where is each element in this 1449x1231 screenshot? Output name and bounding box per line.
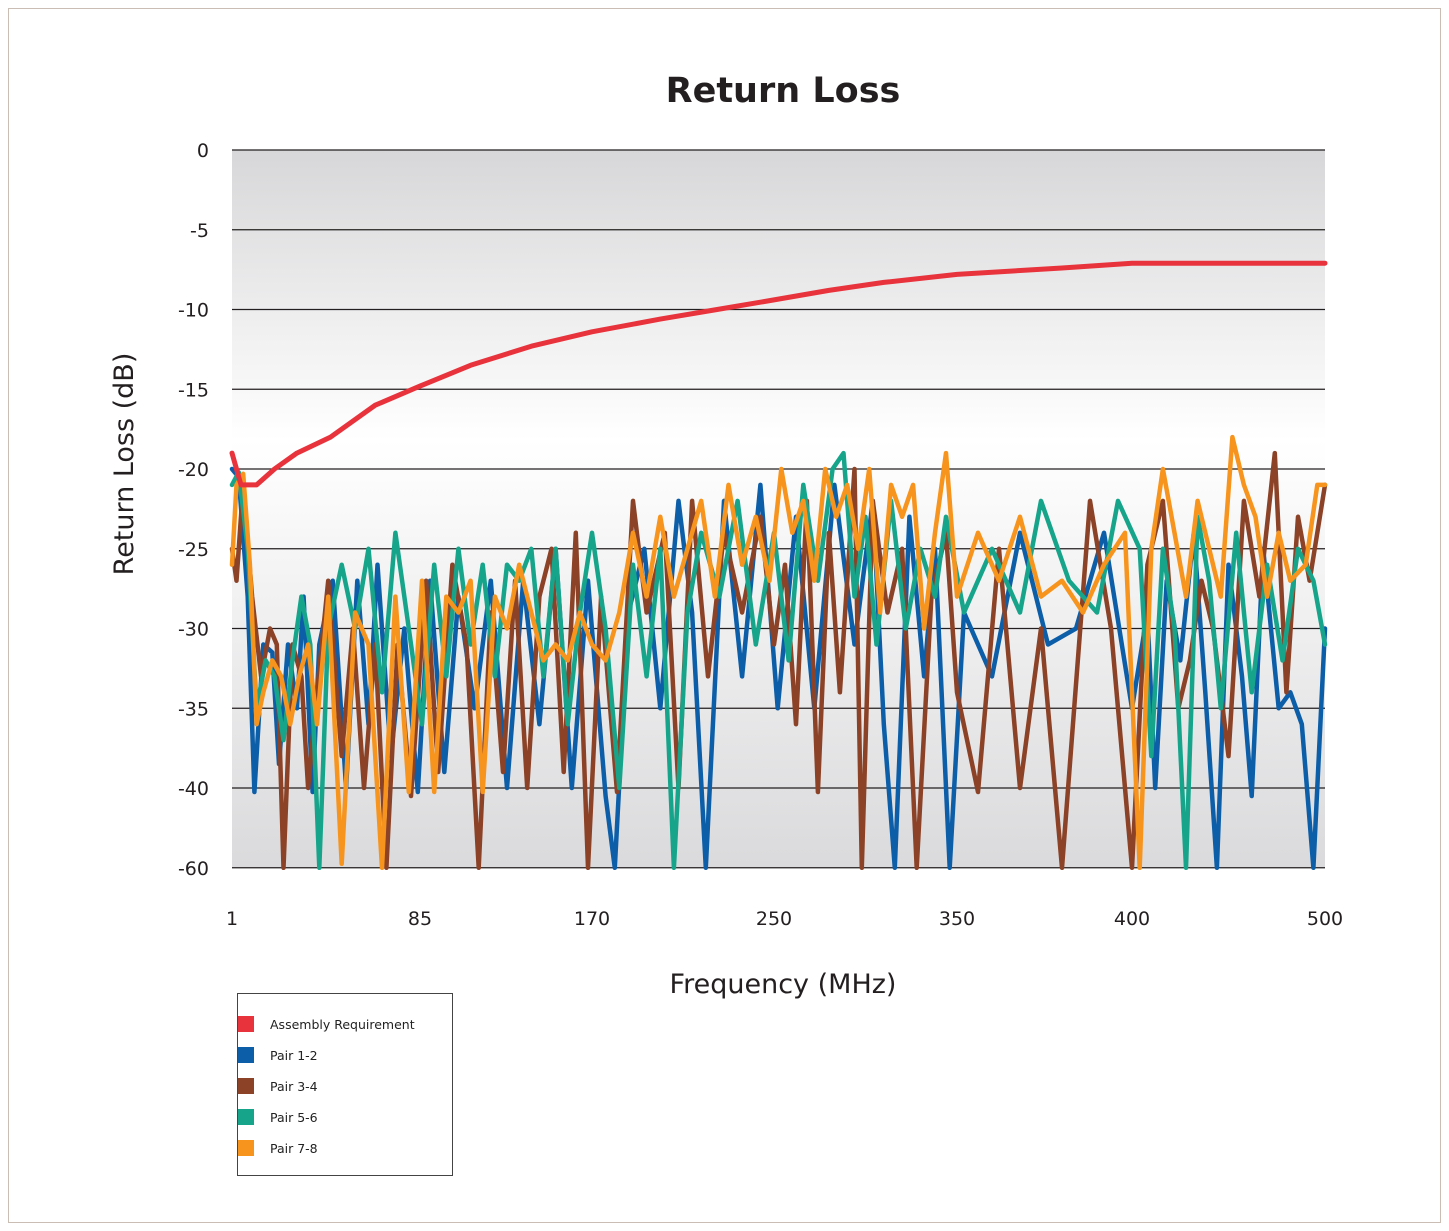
legend-swatch xyxy=(238,1078,254,1094)
legend-label: Pair 7-8 xyxy=(270,1140,318,1156)
y-tick-label: 0 xyxy=(197,140,209,162)
legend-item-pair-5-6: Pair 5-6 xyxy=(238,1107,318,1127)
x-tick-label: 1 xyxy=(226,908,238,930)
legend-item-pair-3-4: Pair 3-4 xyxy=(238,1076,318,1096)
y-tick-label: -60 xyxy=(178,858,209,880)
series-lines xyxy=(229,260,1328,871)
plot-background-upper xyxy=(232,150,1325,440)
x-tick-label: 250 xyxy=(756,908,792,930)
legend-swatch xyxy=(238,1140,254,1156)
y-tick-label: -30 xyxy=(178,619,209,641)
chart-frame xyxy=(8,8,1441,1223)
x-axis-label: Frequency (MHz) xyxy=(670,969,897,1000)
chart-title: Return Loss xyxy=(666,71,901,111)
gridlines xyxy=(232,149,1325,869)
legend: Assembly Requirement Pair 1-2 Pair 3-4 P… xyxy=(237,993,453,1176)
x-tick-label: 400 xyxy=(1114,908,1150,930)
x-axis-ticks: 1 85 170 250 350 400 500 xyxy=(226,908,1343,930)
legend-label: Pair 5-6 xyxy=(270,1109,318,1125)
y-tick-label: -15 xyxy=(178,379,209,401)
y-tick-label: -5 xyxy=(190,220,209,242)
legend-item-pair-1-2: Pair 1-2 xyxy=(238,1045,318,1065)
y-tick-label: -25 xyxy=(178,539,209,561)
x-tick-label: 500 xyxy=(1307,908,1343,930)
y-tick-label: -35 xyxy=(178,698,209,720)
y-axis-ticks: 0 -5 -10 -15 -20 -25 -30 -35 -40 -60 xyxy=(178,140,209,880)
legend-label: Pair 1-2 xyxy=(270,1047,318,1063)
y-tick-label: -10 xyxy=(178,300,209,322)
legend-item-assembly-requirement: Assembly Requirement xyxy=(238,1014,415,1034)
y-axis-label: Return Loss (dB) xyxy=(109,353,140,576)
series-line-pair-7-8 xyxy=(229,434,1328,871)
legend-swatch xyxy=(238,1109,254,1125)
legend-swatch xyxy=(238,1047,254,1063)
x-tick-label: 85 xyxy=(408,908,432,930)
legend-item-pair-7-8: Pair 7-8 xyxy=(238,1138,318,1158)
series-line-assembly-requirement xyxy=(229,260,1328,488)
y-tick-label: -20 xyxy=(178,459,209,481)
x-tick-label: 170 xyxy=(574,908,610,930)
legend-swatch xyxy=(238,1016,254,1032)
x-tick-label: 350 xyxy=(939,908,975,930)
legend-label: Assembly Requirement xyxy=(270,1016,415,1032)
legend-label: Pair 3-4 xyxy=(270,1078,318,1094)
y-tick-label: -40 xyxy=(178,778,209,800)
